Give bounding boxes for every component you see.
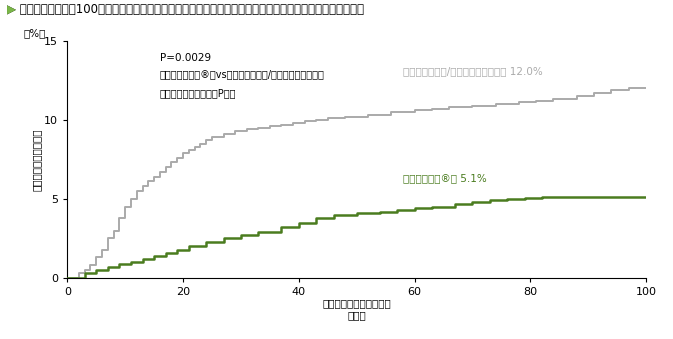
Y-axis label: 侵襲性真菌症の発症率: 侵襲性真菌症の発症率 — [32, 128, 42, 191]
Text: P=0.0029: P=0.0029 — [160, 53, 211, 62]
X-axis label: 無作為割付けからの期間
（日）: 無作為割付けからの期間 （日） — [322, 298, 391, 320]
Text: （ノクサフィル®群vsフルコナゾール/イトラコナゾール群: （ノクサフィル®群vsフルコナゾール/イトラコナゾール群 — [160, 69, 325, 79]
Text: ログランク検定、両側P値）: ログランク検定、両側P値） — [160, 88, 236, 98]
Text: ノクサフィル®群 5.1%: ノクサフィル®群 5.1% — [403, 173, 487, 183]
Text: ▶: ▶ — [7, 3, 15, 16]
Text: （%）: （%） — [24, 28, 46, 38]
Text: フルコナゾール/イトラコナゾール群 12.0%: フルコナゾール/イトラコナゾール群 12.0% — [403, 66, 542, 76]
Text: ▶ 無作為割付けから100日後までの侵襲性真菌症の発症までの期間（全無作為化例）（重要な副次評価項目）: ▶ 無作為割付けから100日後までの侵襲性真菌症の発症までの期間（全無作為化例）… — [7, 3, 363, 16]
